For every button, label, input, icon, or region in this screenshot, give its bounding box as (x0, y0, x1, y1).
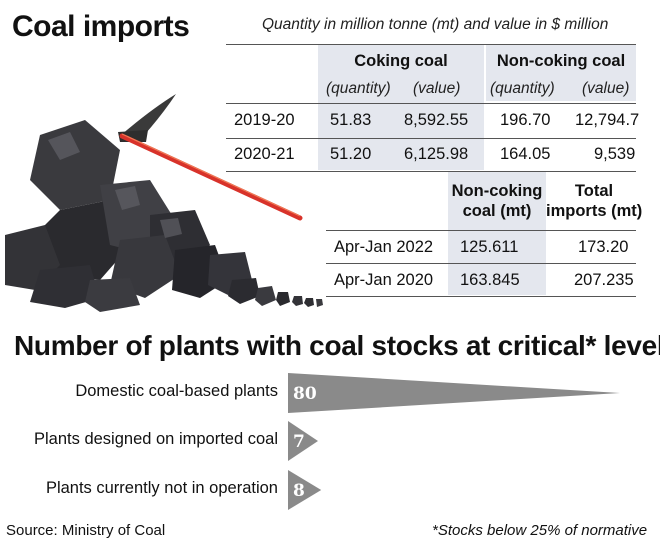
bar-mark (288, 421, 318, 461)
coal-lumps-icon (5, 120, 323, 312)
table-cell: 12,794.7 (575, 111, 640, 129)
row-year: 2020-21 (234, 145, 295, 163)
chart-title: Number of plants with coal stocks at cri… (14, 330, 660, 361)
table-cell: 163.845 (460, 271, 520, 289)
subheader-quantity: (quantity) (326, 80, 391, 97)
bar-category-label: Domestic coal-based plants (75, 382, 278, 400)
non-coking-mt-shade (448, 172, 546, 295)
table-cell: 9,539 (594, 145, 636, 163)
bar-category-label: Plants currently not in operation (45, 479, 278, 497)
subheader-value: (value) (582, 80, 630, 97)
row-year: 2019-20 (234, 111, 295, 129)
table-cell: 8,592.55 (404, 111, 469, 129)
subheader-value: (value) (413, 80, 461, 97)
table-cell: 173.20 (578, 238, 629, 256)
bar-value-label: 8 (293, 481, 305, 501)
header-line: imports (mt) (546, 202, 643, 220)
non-coking-coal-shade (486, 45, 636, 101)
header-line: Non-coking (451, 182, 543, 200)
coking-coal-header: Coking coal (354, 52, 448, 70)
table-cell: 6,125.98 (404, 145, 469, 163)
pickaxe-handle-icon (119, 133, 303, 221)
bar-category-label: Plants designed on imported coal (34, 430, 278, 448)
bar-mark (288, 470, 322, 510)
table-cell: 164.05 (500, 145, 551, 163)
source-note: Source: Ministry of Coal (6, 522, 166, 539)
footnote: *Stocks below 25% of normative (432, 522, 648, 539)
total-imports-header: Total imports (mt) (546, 181, 642, 221)
table-cell: 51.83 (330, 111, 372, 129)
header-line: coal (mt) (462, 202, 532, 220)
table-cell: 51.20 (330, 145, 372, 163)
coal-pile-illustration (5, 94, 323, 312)
header-line: Total (574, 182, 614, 200)
bar-value-label: 7 (293, 432, 305, 452)
row-period: Apr-Jan 2020 (334, 271, 434, 289)
coking-coal-shade (318, 45, 484, 170)
table-cell: 125.611 (460, 238, 519, 256)
bar-mark (288, 373, 620, 413)
table-subtitle: Quantity in million tonne (mt) and value… (262, 16, 609, 33)
non-coking-coal-header: Non-coking coal (496, 52, 626, 70)
bar-value-label: 80 (293, 384, 317, 404)
non-coking-mt-header: Non-coking coal (mt) (448, 181, 546, 221)
row-period: Apr-Jan 2022 (334, 238, 434, 256)
pickaxe-head-icon (120, 94, 176, 142)
page-title: Coal imports (12, 10, 190, 43)
table-cell: 196.70 (500, 111, 551, 129)
subheader-quantity: (quantity) (490, 80, 555, 97)
table-cell: 207.235 (574, 271, 634, 289)
